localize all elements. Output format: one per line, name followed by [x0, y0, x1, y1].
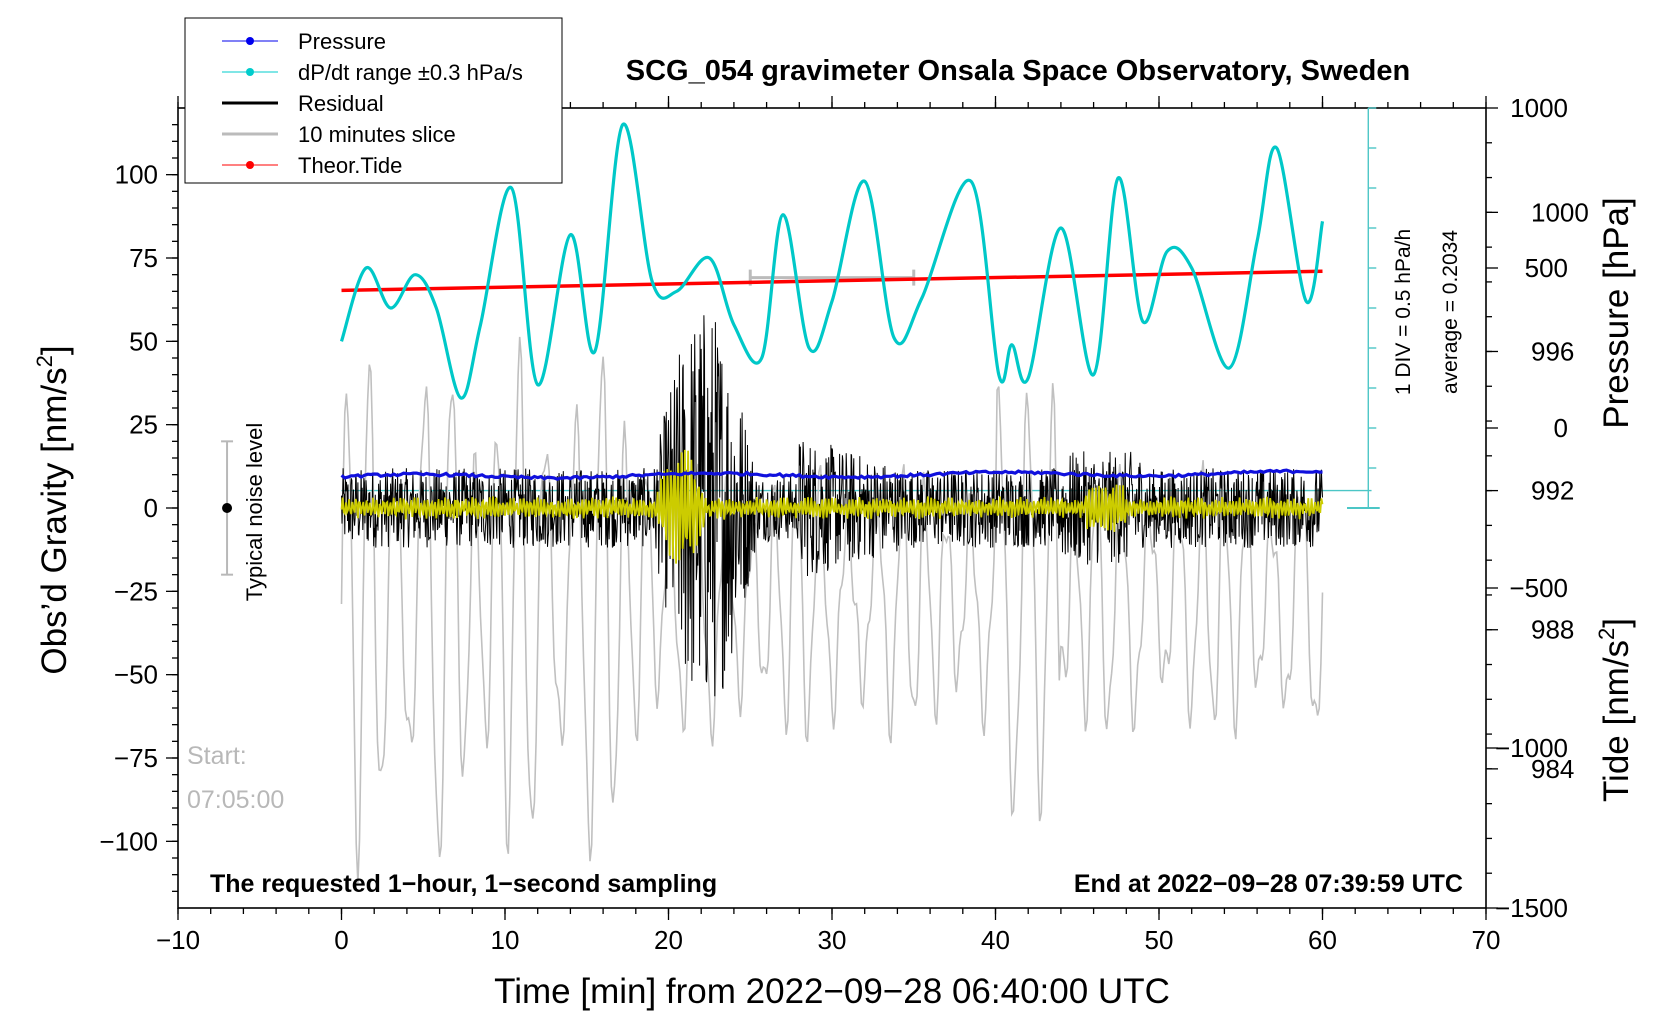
- residual-smoothed-series: [340, 449, 1324, 564]
- slice-line: [340, 336, 1324, 884]
- legend-marker: [246, 37, 254, 45]
- legend-label: Theor.Tide: [298, 153, 402, 178]
- x-tick-label: 10: [491, 925, 520, 955]
- y-axis-tide-label-close: ]: [1597, 618, 1636, 628]
- noise-level-label: Typical noise level: [242, 423, 267, 602]
- y-axis-tide-label-sup: 2: [1594, 628, 1619, 640]
- legend-marker: [246, 68, 254, 76]
- residual-series: [341, 315, 1323, 697]
- dpdt-series: [339, 122, 1325, 400]
- sampling-note: The requested 1−hour, 1−second sampling: [210, 870, 717, 898]
- chart-title: SCG_054 gravimeter Onsala Space Observat…: [626, 55, 1410, 87]
- y-axis-tide-label: Tide [nm/s2]: [1594, 618, 1636, 802]
- y-pressure-tick-label: 984: [1531, 754, 1574, 784]
- x-tick-label: 20: [654, 925, 683, 955]
- legend-label: Pressure: [298, 29, 386, 54]
- y-tide-tick-label: −1500: [1495, 893, 1568, 923]
- pressure-line: [340, 468, 1323, 481]
- y-left-tick-label: 50: [129, 326, 158, 356]
- dpdt-line: [339, 122, 1325, 400]
- y-left-tick-label: 100: [115, 160, 158, 190]
- y-pressure-tick-label: 996: [1531, 336, 1574, 366]
- y-pressure-tick-label: 988: [1531, 615, 1574, 645]
- start-label: Start:: [187, 742, 247, 770]
- y-pressure-tick-label: 1000: [1531, 197, 1589, 227]
- y-axis-pressure-label: Pressure [hPa]: [1597, 197, 1636, 429]
- x-tick-label: 30: [818, 925, 847, 955]
- y-left-tick-label: −25: [114, 576, 158, 606]
- y-left-tick-label: 75: [129, 243, 158, 273]
- noise-level-indicator: [221, 440, 234, 576]
- y-left-tick-label: −50: [114, 660, 158, 690]
- x-axis-label: Time [min] from 2022−09−28 06:40:00 UTC: [494, 972, 1170, 1011]
- y-axis-tide-label-text: Tide [nm/s: [1597, 640, 1636, 802]
- y-axis-left-label-close: ]: [35, 345, 74, 355]
- x-tick-label: 70: [1472, 925, 1501, 955]
- residual-smoothed-line: [340, 449, 1324, 564]
- slice-series: [340, 269, 1324, 884]
- y-pressure-tick-label: 992: [1531, 476, 1574, 506]
- y-axis-tide: −1500 −1000 −500 0 500 1000: [1486, 93, 1568, 923]
- legend: Pressure dP/dt range ±0.3 hPa/s Residual 10…: [184, 17, 563, 184]
- legend-label: dP/dt range ±0.3 hPa/s: [298, 60, 523, 85]
- legend-label: 10 minutes slice: [298, 122, 456, 147]
- x-tick-label: 40: [981, 925, 1010, 955]
- legend-label: Residual: [298, 91, 384, 116]
- legend-marker: [246, 161, 254, 169]
- y-axis-left-label-text: Obs’d Gravity [nm/s: [35, 367, 74, 674]
- y-axis-left: −100 −75 −50 −25 0 25 50 75 100: [99, 124, 178, 892]
- y-axis-left-label-sup: 2: [32, 355, 57, 367]
- y-axis-left-label: Obs’d Gravity [nm/s2]: [32, 345, 74, 674]
- legend-entries: Pressure dP/dt range ±0.3 hPa/s Residual 10…: [222, 29, 523, 178]
- x-axis: −10 0 10 20 30 40 50 60 70: [156, 96, 1501, 955]
- y-tide-tick-label: 500: [1525, 253, 1568, 283]
- y-tide-tick-label: −1000: [1495, 733, 1568, 763]
- x-tick-label: −10: [156, 925, 200, 955]
- x-tick-label: 0: [334, 925, 348, 955]
- pressure-series: [340, 468, 1323, 481]
- dpdt-average-label: average = 0.2034: [1439, 230, 1462, 394]
- x-tick-label: 50: [1145, 925, 1174, 955]
- noise-center: [222, 503, 233, 513]
- y-left-tick-label: −75: [114, 743, 158, 773]
- start-time: 07:05:00: [187, 786, 284, 814]
- y-tide-tick-label: −500: [1509, 573, 1568, 603]
- x-tick-label: 60: [1308, 925, 1337, 955]
- end-time-note: End at 2022−09−28 07:39:59 UTC: [1074, 870, 1463, 898]
- residual-line: [341, 315, 1323, 697]
- y-left-tick-label: −100: [99, 826, 158, 856]
- dpdt-scale-bar: [1347, 107, 1380, 509]
- y-tide-tick-label: 0: [1554, 413, 1568, 443]
- y-axis-pressure: 984 988 992 996 1000: [1486, 142, 1589, 874]
- legend-box: [184, 17, 563, 184]
- y-tide-tick-label: 1000: [1510, 93, 1568, 123]
- y-left-tick-label: 25: [129, 410, 158, 440]
- dpdt-scale-label: 1 DIV = 0.5 hPa/h: [1392, 229, 1415, 395]
- y-left-tick-label: 0: [144, 493, 158, 523]
